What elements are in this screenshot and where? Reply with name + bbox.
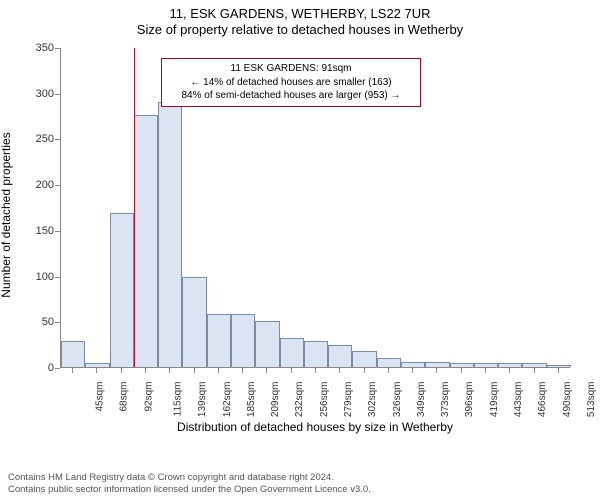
- x-tick-mark: [72, 368, 73, 373]
- histogram-bar: [304, 341, 328, 367]
- histogram-bar: [547, 365, 571, 367]
- x-tick-mark: [194, 368, 195, 373]
- y-tick-label: 200: [26, 179, 54, 191]
- y-tick-label: 100: [26, 271, 54, 283]
- x-tick-label: 279sqm: [343, 382, 354, 418]
- annotation-line: ← 14% of detached houses are smaller (16…: [168, 76, 414, 90]
- y-tick-label: 300: [26, 88, 54, 100]
- y-tick-label: 250: [26, 133, 54, 145]
- x-tick-label: 209sqm: [270, 382, 281, 418]
- x-tick-label: 302sqm: [367, 382, 378, 418]
- x-tick-mark: [266, 368, 267, 373]
- x-tick-mark: [242, 368, 243, 373]
- y-tick-mark: [55, 185, 60, 186]
- x-tick-label: 115sqm: [172, 382, 183, 417]
- histogram-bar: [328, 345, 352, 367]
- y-tick-mark: [55, 368, 60, 369]
- x-tick-mark: [145, 368, 146, 373]
- y-axis-title: Number of detached properties: [0, 55, 13, 375]
- x-tick-label: 349sqm: [416, 382, 427, 418]
- y-tick-mark: [55, 139, 60, 140]
- y-tick-mark: [55, 48, 60, 49]
- annotation-line: 84% of semi-detached houses are larger (…: [168, 89, 414, 103]
- x-tick-mark: [461, 368, 462, 373]
- reference-line: [134, 48, 136, 367]
- x-tick-mark: [121, 368, 122, 373]
- x-tick-label: 45sqm: [95, 382, 106, 412]
- x-tick-mark: [436, 368, 437, 373]
- x-tick-mark: [388, 368, 389, 373]
- histogram-bar: [280, 338, 304, 367]
- x-tick-label: 373sqm: [440, 382, 451, 418]
- x-tick-label: 513sqm: [586, 382, 597, 418]
- histogram-bar: [134, 115, 158, 367]
- footer-line-1: Contains HM Land Registry data © Crown c…: [8, 472, 371, 484]
- x-tick-label: 139sqm: [197, 382, 208, 418]
- y-tick-mark: [55, 322, 60, 323]
- y-tick-label: 0: [26, 362, 54, 374]
- x-tick-label: 68sqm: [119, 382, 130, 412]
- title-line-1: 11, ESK GARDENS, WETHERBY, LS22 7UR: [0, 6, 600, 22]
- x-tick-mark: [364, 368, 365, 373]
- histogram-bar: [61, 341, 85, 367]
- histogram-bar: [231, 314, 255, 367]
- x-tick-label: 256sqm: [319, 382, 330, 418]
- histogram-bar: [498, 363, 522, 367]
- x-tick-label: 466sqm: [537, 382, 548, 418]
- x-tick-label: 396sqm: [465, 382, 476, 418]
- x-tick-label: 326sqm: [392, 382, 403, 418]
- x-axis-title: Distribution of detached houses by size …: [60, 420, 570, 434]
- x-tick-label: 419sqm: [489, 382, 500, 418]
- y-tick-mark: [55, 231, 60, 232]
- y-tick-label: 150: [26, 225, 54, 237]
- title-line-2: Size of property relative to detached ho…: [0, 22, 600, 38]
- histogram-bar: [158, 102, 182, 367]
- x-tick-label: 162sqm: [222, 382, 233, 418]
- histogram-bar: [85, 363, 109, 367]
- x-tick-label: 443sqm: [513, 382, 524, 418]
- histogram-bar: [425, 362, 449, 367]
- histogram-bar: [377, 358, 401, 367]
- annotation-line: 11 ESK GARDENS: 91sqm: [168, 62, 414, 76]
- x-tick-mark: [509, 368, 510, 373]
- annotation-box: 11 ESK GARDENS: 91sqm← 14% of detached h…: [161, 58, 421, 107]
- histogram-bar: [207, 314, 231, 367]
- footer-attribution: Contains HM Land Registry data © Crown c…: [8, 472, 371, 496]
- y-tick-mark: [55, 94, 60, 95]
- x-tick-mark: [558, 368, 559, 373]
- y-tick-label: 350: [26, 42, 54, 54]
- x-tick-mark: [218, 368, 219, 373]
- histogram-bar: [352, 351, 376, 367]
- histogram-bar: [255, 321, 279, 367]
- chart-area: Number of detached properties 11 ESK GAR…: [0, 40, 600, 440]
- plot-region: 11 ESK GARDENS: 91sqm← 14% of detached h…: [60, 48, 570, 368]
- y-tick-label: 50: [26, 316, 54, 328]
- x-tick-mark: [485, 368, 486, 373]
- histogram-bar: [110, 213, 134, 367]
- histogram-bar: [182, 277, 206, 367]
- y-tick-mark: [55, 277, 60, 278]
- x-tick-mark: [169, 368, 170, 373]
- x-tick-mark: [534, 368, 535, 373]
- chart-title-block: 11, ESK GARDENS, WETHERBY, LS22 7UR Size…: [0, 0, 600, 39]
- histogram-bar: [401, 362, 425, 367]
- histogram-bar: [522, 363, 546, 367]
- histogram-bar: [474, 363, 498, 367]
- x-tick-mark: [412, 368, 413, 373]
- x-tick-mark: [291, 368, 292, 373]
- x-tick-label: 92sqm: [143, 382, 154, 412]
- x-tick-mark: [315, 368, 316, 373]
- x-tick-label: 490sqm: [562, 382, 573, 418]
- histogram-bar: [450, 363, 474, 367]
- x-tick-label: 185sqm: [246, 382, 257, 418]
- x-tick-mark: [339, 368, 340, 373]
- footer-line-2: Contains public sector information licen…: [8, 484, 371, 496]
- x-tick-label: 232sqm: [295, 382, 306, 418]
- x-tick-mark: [96, 368, 97, 373]
